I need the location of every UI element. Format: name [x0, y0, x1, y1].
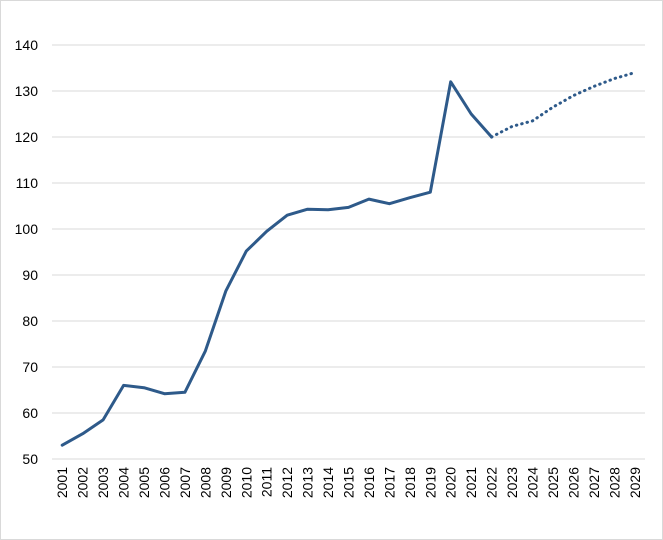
x-tick-label: 2014 [320, 467, 336, 498]
x-tick-label: 2022 [484, 467, 500, 498]
y-tick-label: 90 [22, 267, 38, 283]
gridlines [52, 44, 645, 460]
x-tick-label: 2021 [463, 467, 479, 498]
y-tick-label: 50 [22, 451, 38, 467]
y-axis-ticks: 50 60 70 80 90 100 110 120 130 140 [15, 37, 39, 467]
series-line-actual [60, 80, 494, 447]
y-tick-label: 70 [22, 359, 38, 375]
x-tick-label: 2003 [95, 467, 111, 498]
y-tick-label: 100 [15, 221, 39, 237]
x-tick-label: 2017 [381, 467, 397, 498]
series-line-projection [490, 71, 637, 139]
y-tick-label: 110 [16, 175, 39, 191]
x-tick-label: 2015 [341, 467, 357, 498]
x-tick-label: 2012 [279, 467, 295, 498]
x-tick-label: 2002 [75, 467, 91, 498]
x-tick-label: 2001 [54, 467, 70, 498]
x-tick-label: 2025 [545, 467, 561, 498]
x-tick-label: 2005 [136, 467, 152, 498]
x-tick-label: 2018 [402, 467, 418, 498]
x-axis-ticks: 2001 2002 2003 2004 2005 2006 2007 2008 2009 2010… [54, 467, 643, 498]
y-tick-label: 80 [22, 313, 38, 329]
y-tick-label: 120 [15, 129, 39, 145]
x-tick-label: 2016 [361, 467, 377, 498]
x-tick-label: 2026 [565, 467, 581, 498]
y-tick-label: 140 [15, 37, 39, 53]
x-tick-label: 2011 [259, 467, 275, 497]
x-tick-label: 2006 [156, 467, 172, 498]
x-tick-label: 2023 [504, 467, 520, 498]
x-tick-label: 2008 [197, 467, 213, 498]
x-tick-label: 2009 [218, 467, 234, 498]
x-tick-label: 2010 [238, 467, 254, 498]
x-tick-label: 2028 [606, 467, 622, 498]
x-tick-label: 2027 [586, 467, 602, 498]
series [60, 71, 637, 447]
x-tick-label: 2004 [116, 467, 132, 498]
x-tick-label: 2020 [443, 467, 459, 498]
x-tick-label: 2019 [422, 467, 438, 498]
x-tick-label: 2013 [300, 467, 316, 498]
x-tick-label: 2024 [525, 467, 541, 498]
x-tick-label: 2007 [177, 467, 193, 498]
y-tick-label: 60 [22, 405, 38, 421]
y-tick-label: 130 [15, 83, 39, 99]
x-tick-label: 2029 [627, 467, 643, 498]
